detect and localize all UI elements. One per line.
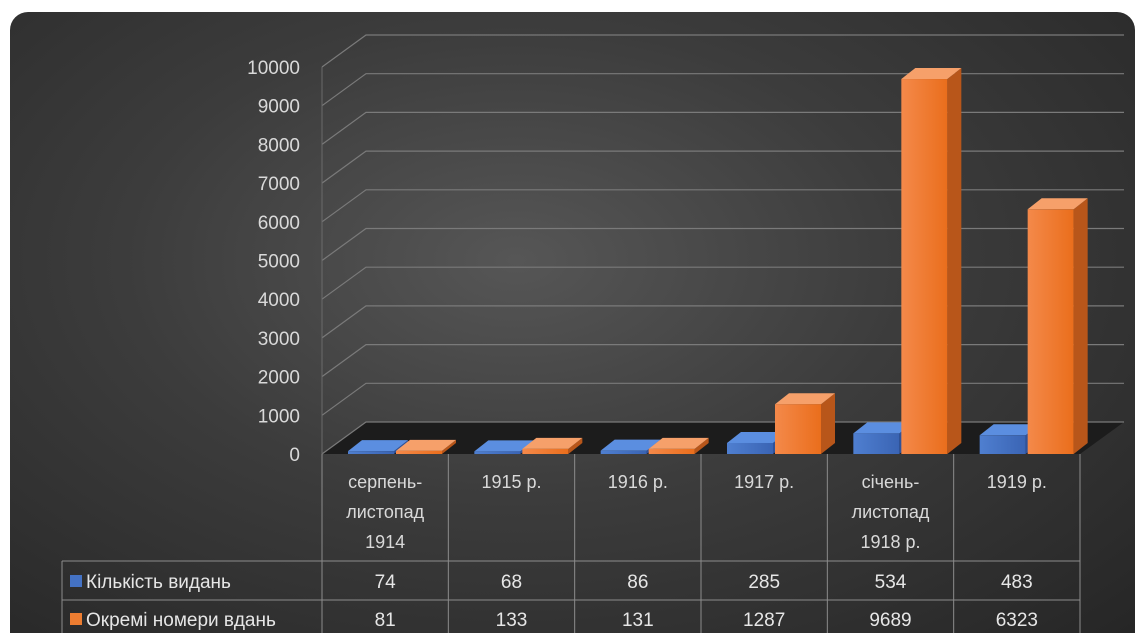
- bar-series1-top: [727, 431, 787, 443]
- x-tick-label: січень-: [862, 472, 920, 492]
- bar-series2-side: [947, 68, 962, 454]
- data-label: 6323: [996, 610, 1038, 631]
- gridline: [321, 421, 1124, 455]
- bar-series2-side: [694, 437, 709, 454]
- bars-layer: [348, 68, 1088, 454]
- bar-series2: [522, 437, 583, 454]
- gridline: [321, 382, 1124, 416]
- bar-series1-front: [348, 451, 394, 454]
- bar-series2: [648, 437, 709, 454]
- bar-series2-top: [775, 393, 835, 405]
- data-label: 1287: [743, 610, 785, 631]
- data-label: 74: [375, 572, 397, 593]
- legend-label: Кількість видань: [86, 572, 231, 593]
- bar-series1-front: [853, 433, 900, 454]
- y-tick-label: 9000: [258, 97, 300, 118]
- gridline: [321, 34, 1124, 68]
- y-tick-label: 6000: [258, 213, 300, 234]
- x-tick-label: 1915 р.: [481, 472, 541, 492]
- bar-series2-front: [901, 79, 948, 454]
- bar-series2-top: [396, 439, 456, 451]
- data-label: 81: [375, 610, 396, 631]
- gridline: [321, 305, 1124, 339]
- bar-series2-top: [522, 437, 583, 449]
- x-tick-label: листопад: [346, 502, 424, 522]
- gridline: [321, 111, 1124, 145]
- data-label: 9689: [869, 610, 911, 631]
- bar-series1-top: [348, 440, 408, 452]
- bar-series2: [396, 439, 456, 454]
- bar-series1-top: [853, 422, 914, 434]
- bar-series2-side: [442, 439, 456, 454]
- legend-key: [70, 613, 82, 625]
- y-tick-label: 10000: [247, 58, 300, 79]
- y-tick-label: 4000: [258, 290, 300, 311]
- y-tick-label: 7000: [258, 174, 300, 195]
- bar-series2-front: [648, 448, 695, 454]
- data-label: 133: [496, 610, 528, 631]
- bar-series2-side: [821, 393, 835, 454]
- bar-series1-top: [979, 424, 1040, 436]
- gridline: [321, 227, 1124, 261]
- chart-svg: 0 1000 2000 3000 4000 5000 6000 7000 8000 9000 100…: [61, 34, 1124, 633]
- bar-series2: [775, 393, 835, 454]
- x-tick-label: 1918 р.: [860, 532, 920, 552]
- data-label: 483: [1001, 572, 1033, 593]
- y-tick-label: 2000: [258, 368, 300, 389]
- bar-series2-side: [1073, 198, 1088, 454]
- bar-series1-top: [600, 439, 661, 451]
- x-tick-label: 1919 р.: [987, 472, 1047, 492]
- x-tick-label: 1917 р.: [734, 472, 794, 492]
- y-tick-label: 3000: [258, 329, 300, 350]
- bar-series2-side: [568, 437, 583, 454]
- gridline: [321, 150, 1124, 184]
- bar-series2: [1027, 198, 1088, 454]
- chart-card: 0 1000 2000 3000 4000 5000 6000 7000 8000 9000 100…: [10, 12, 1135, 633]
- y-tick-label: 0: [289, 445, 300, 466]
- data-table: серпень-листопад 1914 1915 р. 1916 р. 1917 р…: [61, 454, 1081, 633]
- bar-series1-front: [474, 451, 521, 454]
- bar-series1-top: [474, 440, 535, 452]
- gridline: [321, 344, 1124, 378]
- x-tick-label: листопад: [852, 502, 930, 522]
- data-label: 68: [501, 572, 522, 593]
- x-tick-label: 1916 р.: [608, 472, 668, 492]
- legend-label: Окремі номери вдань: [86, 610, 276, 631]
- gridline: [321, 189, 1124, 223]
- bar-series2-top: [648, 437, 709, 449]
- y-tick-label: 8000: [258, 135, 300, 156]
- x-tick-label: серпень-: [348, 472, 422, 492]
- bar-series2-top: [1027, 198, 1088, 210]
- data-label: 86: [627, 572, 648, 593]
- gridline: [321, 73, 1124, 107]
- data-label: 285: [748, 572, 780, 593]
- bar-series2: [901, 68, 962, 454]
- bar-series2-front: [396, 450, 442, 454]
- gridline: [321, 266, 1124, 300]
- grid-layer: 0 1000 2000 3000 4000 5000 6000 7000 8000 9000 100…: [247, 34, 1124, 466]
- bar-series1-front: [600, 450, 647, 454]
- bar-series2-top: [901, 68, 962, 80]
- bar-series2-front: [775, 404, 821, 454]
- legend-key: [70, 575, 82, 587]
- bar-series2-front: [522, 448, 569, 454]
- data-label: 131: [622, 610, 654, 631]
- y-tick-label: 1000: [258, 406, 300, 427]
- y-tick-label: 5000: [258, 252, 300, 273]
- x-tick-label: 1914: [365, 532, 405, 552]
- bar-series1-front: [979, 435, 1026, 454]
- bar-series1-front: [727, 442, 773, 454]
- bar-series2-front: [1027, 209, 1074, 454]
- data-label: 534: [875, 572, 907, 593]
